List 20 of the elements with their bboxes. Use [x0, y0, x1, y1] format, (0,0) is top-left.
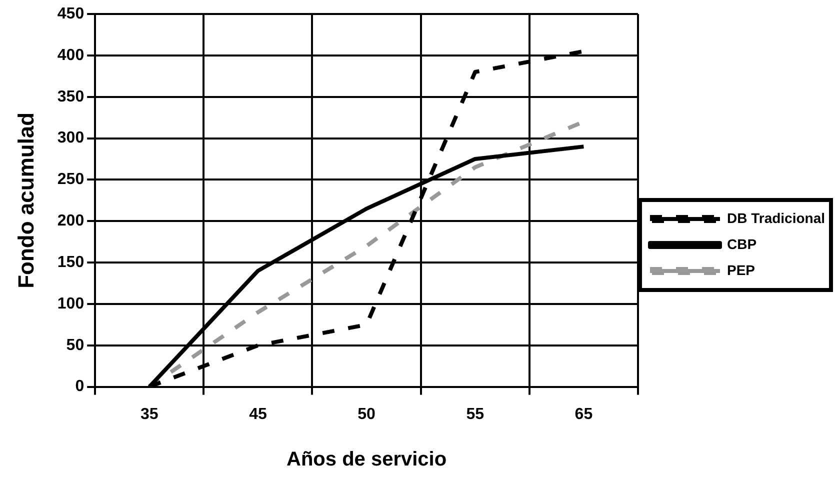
legend-label: PEP	[726, 262, 755, 278]
y-tick-label: 300	[57, 130, 84, 147]
y-tick-label: 100	[57, 295, 84, 312]
y-axis-title: Fondo acumulad	[13, 112, 38, 288]
y-tick-label: 200	[57, 212, 84, 230]
y-tick-label: 400	[57, 46, 84, 64]
y-tick-label: 0	[75, 378, 84, 396]
legend-label: DB Tradicional	[726, 210, 826, 226]
x-tick-label: 65	[574, 406, 593, 423]
y-tick-label: 450	[57, 5, 84, 22]
legend-label: CBP	[726, 236, 757, 252]
y-tick-label: 350	[57, 88, 84, 106]
x-axis-title: Años de servicio	[286, 448, 447, 471]
y-tick-label: 250	[57, 171, 84, 188]
x-tick-label: 35	[140, 406, 158, 423]
y-tick-label: 150	[57, 254, 84, 271]
y-tick-label: 50	[66, 336, 84, 354]
x-tick-label: 55	[466, 406, 484, 423]
x-tick-label: 50	[358, 406, 376, 423]
x-tick-label: 45	[249, 406, 267, 423]
